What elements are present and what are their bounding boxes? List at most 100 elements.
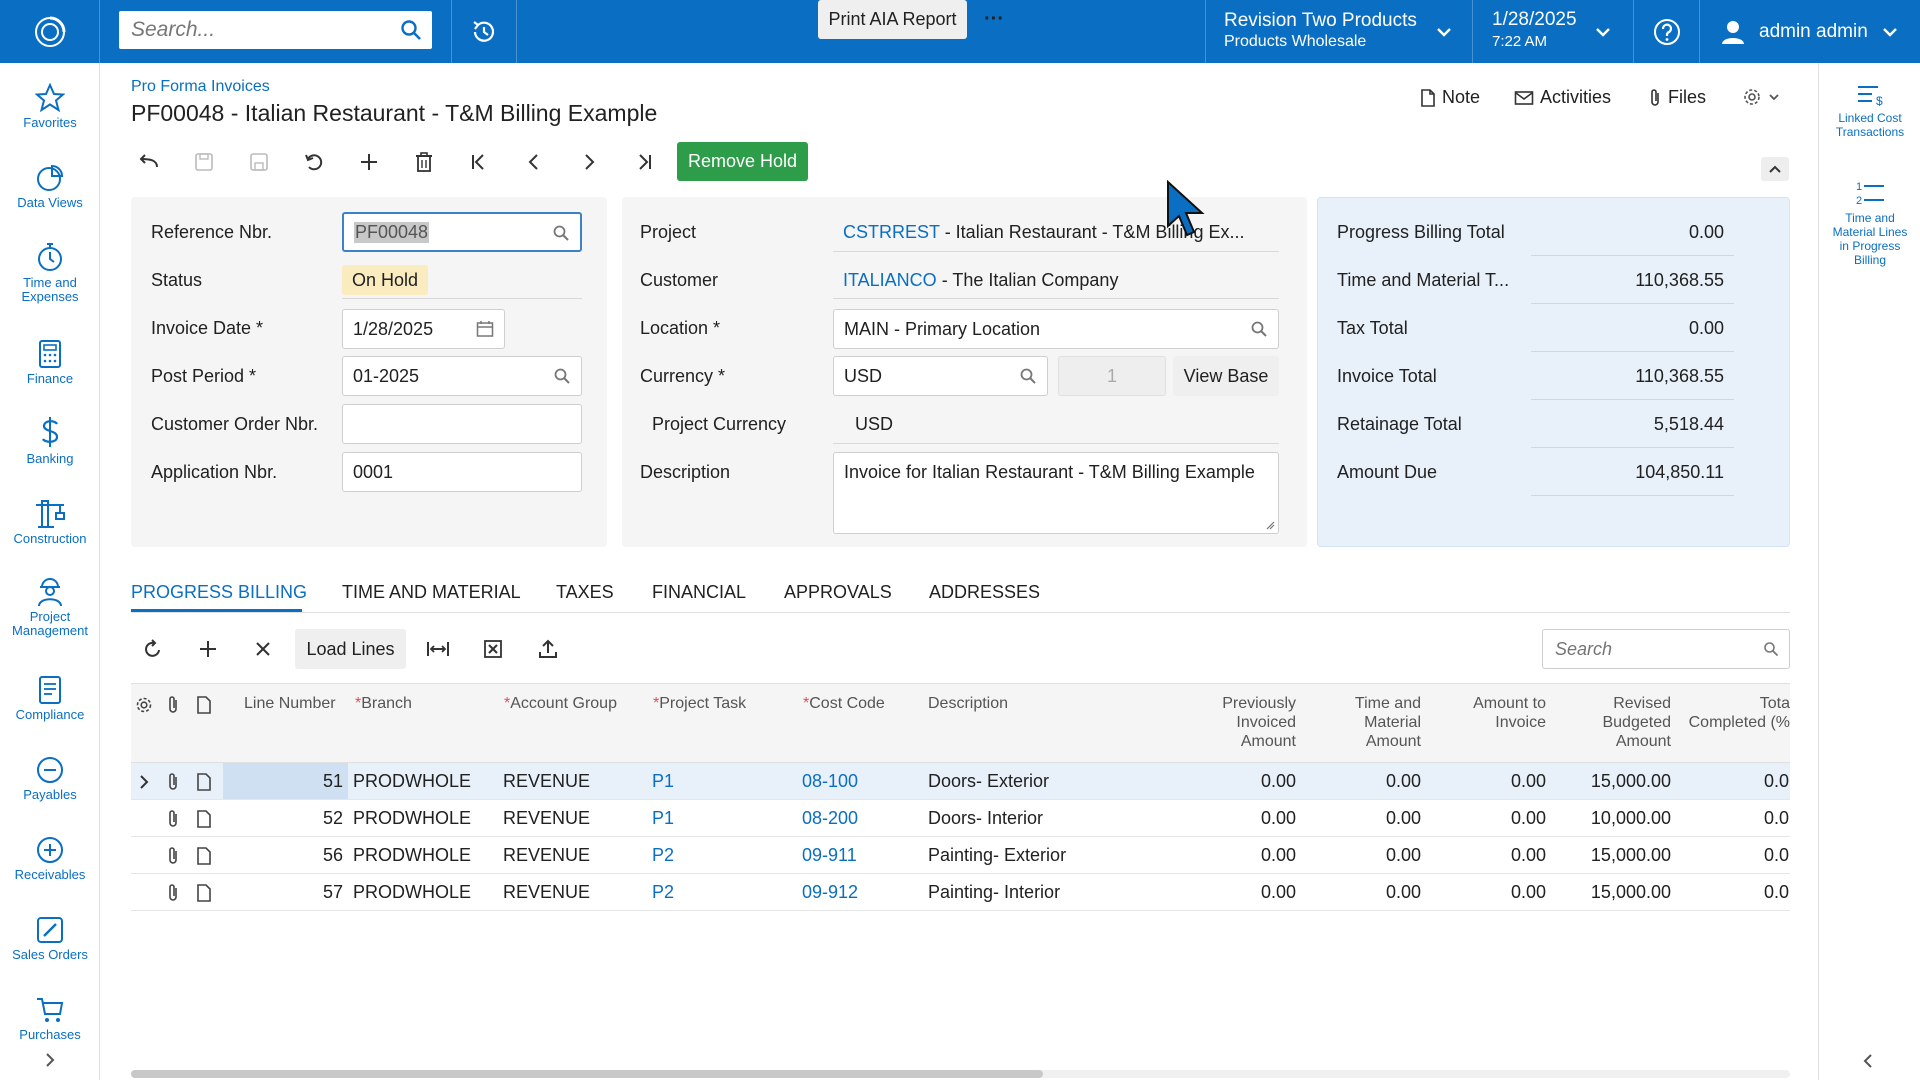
cell-account-group[interactable]: REVENUE xyxy=(503,845,591,865)
files-button[interactable]: Files xyxy=(1648,87,1706,108)
load-lines-button[interactable]: Load Lines xyxy=(295,629,406,669)
col-amount-to-invoice[interactable]: Amount to Invoice xyxy=(1473,695,1546,731)
breadcrumb[interactable]: Pro Forma Invoices xyxy=(131,78,270,95)
export-excel-button[interactable] xyxy=(480,636,506,662)
search-icon[interactable] xyxy=(400,19,422,41)
linked-cost-transactions-link[interactable]: $ Linked Cost Transactions xyxy=(1819,83,1920,139)
cell-project-task[interactable]: P1 xyxy=(652,771,675,791)
sidebar-item-sales-orders[interactable]: Sales Orders xyxy=(0,911,100,962)
col-cost-code[interactable]: *Cost Code xyxy=(803,695,885,712)
cell-account-group[interactable]: REVENUE xyxy=(503,771,591,791)
business-date-selector[interactable]: 1/28/2025 7:22 AM xyxy=(1472,0,1633,63)
col-description[interactable]: Description xyxy=(928,695,1009,712)
help-button[interactable] xyxy=(1633,0,1699,63)
cell-cost-code[interactable]: 09-911 xyxy=(802,845,857,865)
cell-branch[interactable]: PRODWHOLE xyxy=(353,845,472,865)
global-search-input[interactable] xyxy=(129,17,389,43)
cell-description[interactable]: Painting- Exterior xyxy=(928,845,1067,865)
search-icon[interactable] xyxy=(1019,367,1037,385)
recent-history-button[interactable] xyxy=(451,0,517,63)
note-icon[interactable] xyxy=(196,772,212,792)
application-nbr-input[interactable]: 0001 xyxy=(342,452,582,492)
refresh-button[interactable] xyxy=(140,636,166,662)
sidebar-item-construction[interactable]: Construction xyxy=(0,495,100,546)
collapse-header-button[interactable] xyxy=(1761,157,1789,181)
search-icon[interactable] xyxy=(1763,641,1779,657)
cell-tm-amount[interactable]: 0.00 xyxy=(1385,882,1421,902)
reference-nbr-input[interactable]: PF00048 xyxy=(342,212,582,252)
grid-search-input[interactable] xyxy=(1553,637,1753,661)
cell-description[interactable]: Doors- Exterior xyxy=(928,771,1050,791)
sidebar-item-favorites[interactable]: Favorites xyxy=(0,79,100,130)
cell-revised-budget[interactable]: 15,000.00 xyxy=(1590,771,1671,791)
sidebar-item-data-views[interactable]: Data Views xyxy=(0,159,100,210)
cell-description[interactable]: Painting- Interior xyxy=(928,882,1061,902)
search-icon[interactable] xyxy=(1250,320,1268,338)
cell-description[interactable]: Doors- Interior xyxy=(928,808,1044,828)
fit-columns-button[interactable] xyxy=(425,636,451,662)
cell-account-group[interactable]: REVENUE xyxy=(503,808,591,828)
col-project-task[interactable]: *Project Task xyxy=(653,695,747,712)
col-branch[interactable]: *Branch xyxy=(355,695,412,712)
app-logo[interactable] xyxy=(0,0,100,63)
cell-tm-amount[interactable]: 0.00 xyxy=(1385,808,1421,828)
previous-record-button[interactable] xyxy=(519,150,549,174)
tab-time-and-material[interactable]: TIME AND MATERIAL xyxy=(342,582,521,602)
customer-order-nbr-input[interactable] xyxy=(342,404,582,444)
cell-amount-to-invoice[interactable]: 0.00 xyxy=(1510,808,1546,828)
note-icon[interactable] xyxy=(196,883,212,903)
add-new-button[interactable] xyxy=(354,150,384,174)
paperclip-icon[interactable] xyxy=(167,846,179,866)
note-button[interactable]: Note xyxy=(1420,87,1480,108)
cell-branch[interactable]: PRODWHOLE xyxy=(353,771,472,791)
remove-hold-button[interactable]: Remove Hold xyxy=(677,142,808,181)
save-button[interactable] xyxy=(244,150,274,174)
customer-link[interactable]: ITALIANCO xyxy=(843,270,937,290)
col-revised-budgeted[interactable]: Revised Budgeted Amount xyxy=(1602,695,1671,750)
post-period-input[interactable]: 01-2025 xyxy=(342,356,582,396)
search-icon[interactable] xyxy=(552,224,570,242)
back-button[interactable] xyxy=(134,150,164,174)
col-previously-invoiced[interactable]: Previously Invoiced Amount xyxy=(1222,695,1296,750)
company-selector[interactable]: Revision Two Products Products Wholesale xyxy=(1205,0,1472,63)
paperclip-icon[interactable] xyxy=(167,772,179,792)
cell-tm-amount[interactable]: 0.00 xyxy=(1385,845,1421,865)
table-row[interactable]: 57 PRODWHOLE REVENUE P2 09-912 Painting-… xyxy=(131,874,1790,911)
paperclip-icon[interactable] xyxy=(167,883,179,903)
cell-cost-code[interactable]: 08-200 xyxy=(802,808,859,828)
next-record-button[interactable] xyxy=(574,150,604,174)
invoice-date-input[interactable]: 1/28/2025 xyxy=(342,309,505,349)
global-search[interactable] xyxy=(119,11,432,49)
save-close-button[interactable] xyxy=(189,150,219,174)
currency-input[interactable]: USD xyxy=(833,356,1048,396)
view-base-button[interactable]: View Base xyxy=(1173,356,1279,396)
sidebar-item-compliance[interactable]: Compliance xyxy=(0,671,100,722)
resize-grip-icon[interactable] xyxy=(1265,520,1275,530)
delete-button[interactable] xyxy=(409,150,439,174)
more-actions-button[interactable]: ··· xyxy=(984,8,1004,30)
location-input[interactable]: MAIN - Primary Location xyxy=(833,309,1279,349)
cell-project-task[interactable]: P1 xyxy=(652,808,675,828)
grid-search[interactable] xyxy=(1542,629,1790,669)
gear-icon[interactable] xyxy=(135,696,153,714)
sidebar-item-receivables[interactable]: Receivables xyxy=(0,831,100,882)
sidebar-item-project-management[interactable]: Project Management xyxy=(0,573,100,638)
cell-revised-budget[interactable]: 10,000.00 xyxy=(1590,808,1671,828)
cell-branch[interactable]: PRODWHOLE xyxy=(353,808,472,828)
delete-row-button[interactable] xyxy=(250,636,276,662)
settings-menu-button[interactable] xyxy=(1742,87,1780,107)
cell-line[interactable]: 57 xyxy=(322,882,343,902)
first-record-button[interactable] xyxy=(464,150,494,174)
sidebar-item-banking[interactable]: Banking xyxy=(0,415,100,466)
cell-completed[interactable]: 0.0( xyxy=(1764,808,1790,828)
cancel-button[interactable] xyxy=(299,150,329,174)
cell-prev-invoiced[interactable]: 0.00 xyxy=(1260,845,1296,865)
cell-revised-budget[interactable]: 15,000.00 xyxy=(1590,882,1671,902)
tab-progress-billing[interactable]: PROGRESS BILLING xyxy=(131,582,308,602)
tab-taxes[interactable]: TAXES xyxy=(556,582,614,602)
cell-prev-invoiced[interactable]: 0.00 xyxy=(1260,771,1296,791)
table-row[interactable]: 51 PRODWHOLE REVENUE P1 08-100 Doors- Ex… xyxy=(131,763,1790,800)
cell-amount-to-invoice[interactable]: 0.00 xyxy=(1510,882,1546,902)
sidebar-item-payables[interactable]: Payables xyxy=(0,751,100,802)
cell-line[interactable]: 56 xyxy=(322,845,343,865)
